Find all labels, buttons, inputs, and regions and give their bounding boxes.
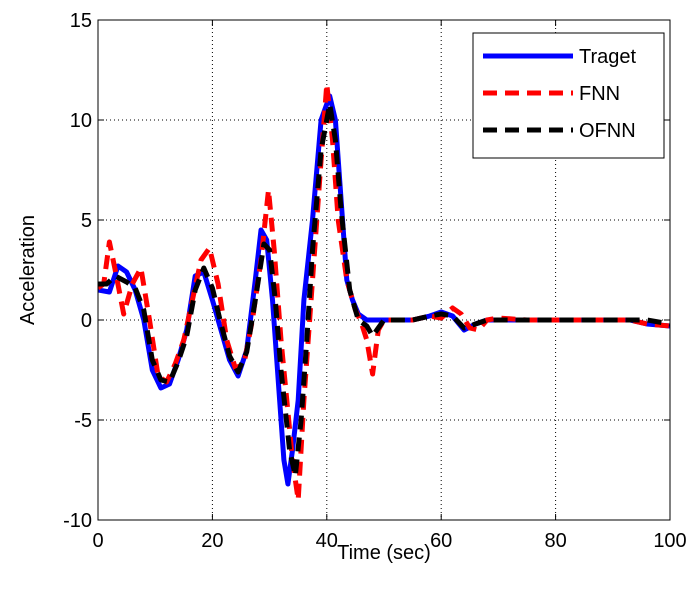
y-tick-label: 10 bbox=[70, 110, 92, 132]
y-tick-label: 15 bbox=[70, 10, 92, 32]
y-tick-label: -5 bbox=[74, 410, 92, 432]
x-axis-label: Time (sec) bbox=[337, 542, 431, 564]
series-line-ofnn bbox=[98, 101, 670, 479]
plot-frame bbox=[97, 19, 671, 521]
series-layer bbox=[98, 81, 670, 503]
legend-label-traget: Traget bbox=[579, 46, 637, 68]
y-tick-label: 5 bbox=[81, 210, 92, 232]
y-tick-label: 0 bbox=[81, 310, 92, 332]
legend-label-fnn: FNN bbox=[579, 83, 620, 105]
y-axis-label: Acceleration bbox=[17, 215, 39, 325]
y-tick-label: -10 bbox=[63, 510, 92, 532]
series-line-traget bbox=[98, 93, 670, 487]
x-tick-label: 20 bbox=[201, 530, 223, 552]
legend-label-ofnn: OFNN bbox=[579, 120, 636, 142]
x-tick-label: 40 bbox=[316, 530, 338, 552]
x-tick-label: 0 bbox=[92, 530, 103, 552]
tick-layer: 0 20 40 60 80 100 -10 -5 0 5 10 15 bbox=[63, 10, 687, 552]
legend: Traget FNN OFNN bbox=[472, 32, 665, 159]
x-tick-label: 60 bbox=[430, 530, 452, 552]
x-tick-label: 100 bbox=[653, 530, 686, 552]
x-tick-label: 80 bbox=[544, 530, 566, 552]
